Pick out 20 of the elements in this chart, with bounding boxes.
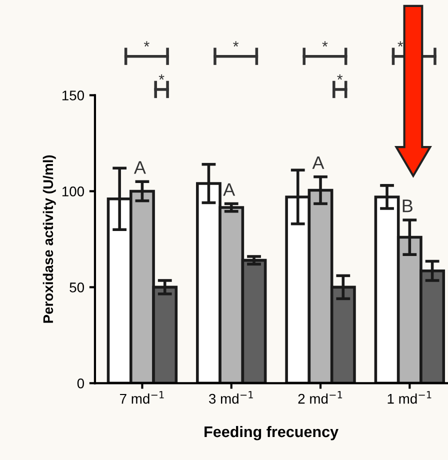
y-tick-label: 150: [62, 90, 84, 100]
x-tick-label: 7 md$^{−1}$: [120, 391, 164, 404]
annotation: B: [402, 200, 412, 212]
text: *: [337, 74, 343, 80]
annotation: A: [312, 156, 324, 169]
x-axis-title: Feeding frecuency: [204, 426, 338, 440]
y-tick-label: 100: [62, 186, 84, 196]
text: *: [322, 41, 328, 47]
text: *: [233, 41, 239, 47]
x-tick-label: 1 md$^{−1}$: [388, 391, 432, 404]
y-tick-label: 0: [77, 378, 84, 388]
y-tick-label: 50: [70, 282, 84, 292]
y-axis-title: Peroxidase activity (U/ml): [42, 155, 56, 323]
text: *: [158, 74, 164, 80]
text: *: [398, 41, 404, 47]
text: *: [144, 41, 150, 47]
x-tick-label: 2 md$^{−1}$: [298, 391, 342, 404]
annotation: A: [134, 161, 146, 174]
x-tick-label: 3 md$^{−1}$: [208, 391, 253, 404]
annotation: A: [223, 183, 236, 196]
